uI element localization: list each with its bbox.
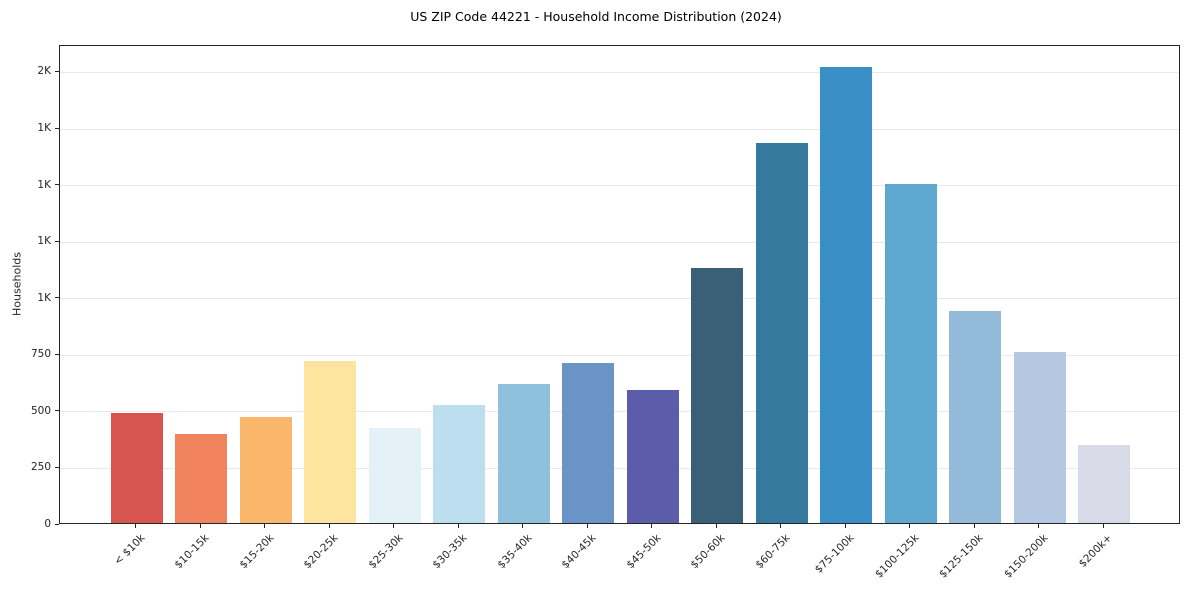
x-tick-mark: [651, 524, 653, 528]
x-tick-mark: [393, 524, 395, 528]
x-tick-label: < $10k: [111, 532, 148, 568]
x-tick-label: $60-75k: [753, 532, 793, 572]
y-tick-label: 500: [30, 404, 51, 417]
y-tick-mark: [55, 466, 59, 468]
x-tick-label: $35-40k: [495, 532, 535, 572]
gridline: [60, 467, 1179, 469]
y-tick-mark: [55, 70, 59, 72]
y-tick-label: 0: [44, 518, 51, 530]
y-axis-label: Households: [10, 252, 24, 316]
bar: [755, 142, 808, 523]
chart-title: US ZIP Code 44221 - Household Income Dis…: [410, 9, 782, 24]
x-tick-label: $15-20k: [237, 532, 277, 572]
gridline: [60, 411, 1179, 413]
x-tick-mark: [909, 524, 911, 528]
x-tick-label: $150-200k: [1001, 532, 1051, 581]
y-tick-label: 1K: [37, 235, 51, 248]
gridline: [60, 185, 1179, 187]
gridline: [60, 298, 1179, 300]
gridline: [60, 241, 1179, 243]
x-tick-label: $100-125k: [872, 532, 922, 581]
x-tick-label: $45-50k: [624, 532, 664, 572]
y-tick-mark: [55, 523, 59, 525]
y-tick-label: 2K: [37, 65, 51, 78]
y-tick-label: 1K: [37, 178, 51, 191]
y-tick-label: 750: [30, 348, 51, 361]
bar: [820, 67, 873, 523]
gridline: [60, 354, 1179, 356]
x-tick-label: $25-30k: [366, 532, 406, 572]
x-tick-mark: [328, 524, 330, 528]
x-tick-label: $200k+: [1076, 532, 1115, 570]
gridline: [60, 71, 1179, 73]
x-tick-label: $10-15k: [172, 532, 212, 572]
y-tick-mark: [55, 127, 59, 129]
bar: [368, 427, 421, 523]
bar: [949, 311, 1002, 523]
x-tick-label: $75-100k: [812, 532, 857, 576]
bar: [884, 183, 937, 523]
x-tick-mark: [844, 524, 846, 528]
x-tick-label: $50-60k: [688, 532, 728, 572]
x-tick-label: $20-25k: [301, 532, 341, 572]
x-tick-mark: [1102, 524, 1104, 528]
y-tick-mark: [55, 184, 59, 186]
y-tick-label: 1K: [37, 291, 51, 304]
x-tick-mark: [199, 524, 201, 528]
bar: [626, 389, 679, 523]
bar: [497, 383, 550, 523]
bar: [110, 413, 163, 523]
x-tick-mark: [522, 524, 524, 528]
bar: [304, 361, 357, 523]
x-tick-label: $40-45k: [559, 532, 599, 572]
y-tick-label: 250: [30, 461, 51, 474]
x-tick-label: $30-35k: [430, 532, 470, 572]
plot-area: [59, 45, 1180, 524]
y-tick-mark: [55, 297, 59, 299]
x-tick-mark: [780, 524, 782, 528]
bar: [691, 268, 744, 523]
x-tick-mark: [715, 524, 717, 528]
gridline: [60, 128, 1179, 130]
x-tick-mark: [264, 524, 266, 528]
bar: [1013, 352, 1066, 523]
y-tick-mark: [55, 240, 59, 242]
x-tick-mark: [586, 524, 588, 528]
x-tick-mark: [457, 524, 459, 528]
bar: [175, 433, 228, 523]
x-tick-mark: [135, 524, 137, 528]
bar: [433, 405, 486, 523]
x-tick-mark: [973, 524, 975, 528]
bar: [239, 416, 292, 523]
y-tick-label: 1K: [37, 122, 51, 135]
bar: [562, 363, 615, 523]
bar: [1078, 444, 1131, 523]
x-tick-label: $125-150k: [937, 532, 986, 581]
y-tick-mark: [55, 410, 59, 412]
y-tick-mark: [55, 353, 59, 355]
x-tick-mark: [1038, 524, 1040, 528]
